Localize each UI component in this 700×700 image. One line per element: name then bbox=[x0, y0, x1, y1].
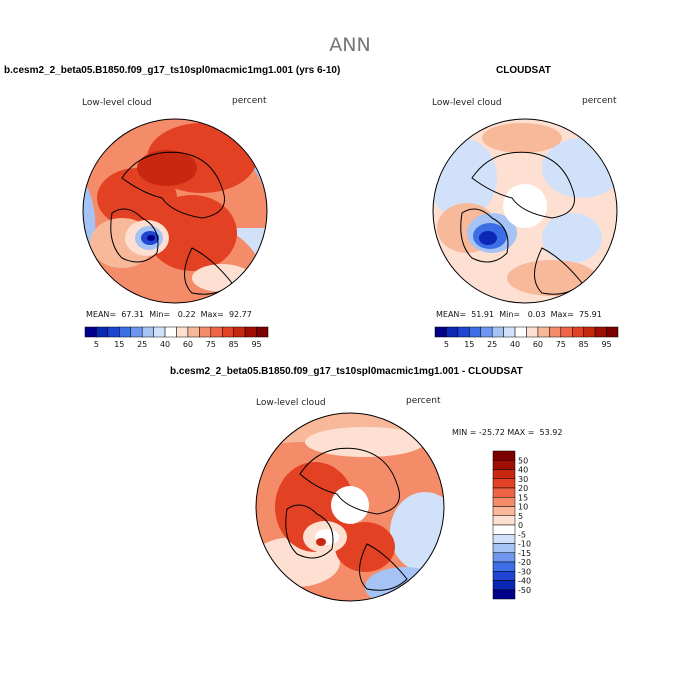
diff-colorbar-bin bbox=[492, 506, 516, 516]
obs-colorbar: 5 15 25 40 60 75 85 95 bbox=[434, 326, 619, 349]
obs-colorbar-bin bbox=[469, 326, 481, 338]
model-colorbar-tick-label: 40 bbox=[160, 340, 170, 349]
model-colorbar-bin bbox=[244, 326, 257, 338]
diff-colorbar-bin bbox=[492, 515, 516, 526]
obs-colorbar-tick-label: 85 bbox=[579, 340, 589, 349]
model-colorbar-bin bbox=[210, 326, 223, 338]
obs-colorbar-bin bbox=[480, 326, 493, 338]
obs-colorbar-bin bbox=[537, 326, 550, 338]
model-colorbar-bin bbox=[96, 326, 109, 338]
diff-variable-label: Low-level cloud bbox=[256, 398, 326, 408]
obs-colorbar-tick-label: 5 bbox=[444, 340, 449, 349]
model-stats: MEAN= 67.31 Min= 0.22 Max= 92.77 bbox=[86, 310, 252, 319]
diff-panel-title: b.cesm2_2_beta05.B1850.f09_g17_ts10spl0m… bbox=[170, 366, 523, 377]
diff-colorbar-tick-label: -20 bbox=[518, 558, 531, 567]
model-colorbar-bin bbox=[199, 326, 212, 338]
diff-colorbar-tick-label: -5 bbox=[518, 530, 526, 539]
model-colorbar-tick-label: 75 bbox=[206, 340, 216, 349]
diff-colorbar-bin bbox=[492, 524, 516, 535]
model-colorbar-bin bbox=[84, 326, 97, 338]
diff-colorbar-bin bbox=[492, 561, 516, 572]
diff-colorbar-tick-label: 10 bbox=[518, 503, 528, 512]
obs-colorbar-bin bbox=[503, 326, 516, 338]
model-colorbar-tick-label: 95 bbox=[251, 340, 261, 349]
model-colorbar-bin bbox=[119, 326, 131, 338]
diff-colorbar-tick-label: 5 bbox=[518, 512, 523, 521]
diff-colorbar-bin bbox=[492, 487, 516, 498]
obs-colorbar-tick-label: 40 bbox=[510, 340, 520, 349]
diff-colorbar-tick-label: 20 bbox=[518, 484, 528, 493]
model-colorbar-bin bbox=[222, 326, 234, 338]
obs-colorbar-bin bbox=[434, 326, 447, 338]
obs-colorbar-tick-label: 25 bbox=[487, 340, 497, 349]
diff-units-label: percent bbox=[406, 396, 441, 406]
model-colorbar-tick-label: 25 bbox=[137, 340, 147, 349]
diff-colorbar-bin bbox=[492, 543, 516, 553]
diff-colorbar-tick-label: -50 bbox=[518, 586, 531, 595]
diff-colorbar-tick-label: -10 bbox=[518, 540, 531, 549]
obs-polar-map bbox=[432, 118, 618, 304]
model-colorbar-bin bbox=[233, 326, 246, 338]
model-units-label: percent bbox=[232, 96, 267, 106]
obs-panel-title: CLOUDSAT bbox=[496, 65, 551, 76]
model-variable-label: Low-level cloud bbox=[82, 98, 152, 108]
diff-colorbar-bin bbox=[492, 534, 516, 544]
diff-colorbar-bin bbox=[492, 571, 516, 581]
diff-colorbar-bin bbox=[492, 580, 516, 590]
obs-colorbar-bin bbox=[514, 326, 527, 338]
model-colorbar-bin bbox=[256, 326, 269, 338]
model-colorbar-bin bbox=[107, 326, 120, 338]
model-colorbar-bin bbox=[130, 326, 143, 338]
obs-colorbar-tick-label: 15 bbox=[464, 340, 474, 349]
model-colorbar-bin bbox=[153, 326, 166, 338]
model-colorbar-tick-label: 60 bbox=[183, 340, 193, 349]
model-colorbar-bin bbox=[164, 326, 177, 338]
obs-colorbar-tick-label: 75 bbox=[556, 340, 566, 349]
diff-colorbar-tick-label: 0 bbox=[518, 521, 523, 530]
model-colorbar: 5 15 25 40 60 75 85 95 bbox=[84, 326, 269, 349]
diff-colorbar-tick-label: -40 bbox=[518, 577, 531, 586]
obs-colorbar-bin bbox=[560, 326, 573, 338]
model-panel-title: b.cesm2_2_beta05.B1850.f09_g17_ts10spl0m… bbox=[4, 65, 341, 76]
obs-colorbar-bin bbox=[446, 326, 459, 338]
model-polar-map bbox=[82, 118, 268, 304]
model-colorbar-bin bbox=[187, 326, 200, 338]
obs-units-label: percent bbox=[582, 96, 617, 106]
model-colorbar-tick-label: 15 bbox=[114, 340, 124, 349]
obs-colorbar-bin bbox=[491, 326, 504, 338]
diff-colorbar-bin bbox=[492, 552, 516, 563]
diff-colorbar-bin bbox=[492, 497, 516, 507]
diff-stats: MIN = -25.72 MAX = 53.92 bbox=[452, 428, 563, 437]
diff-colorbar-tick-label: 50 bbox=[518, 456, 528, 465]
diff-polar-map bbox=[255, 412, 445, 602]
model-colorbar-tick-label: 5 bbox=[94, 340, 99, 349]
diff-colorbar-tick-label: 40 bbox=[518, 466, 528, 475]
obs-colorbar-bin bbox=[594, 326, 607, 338]
obs-variable-label: Low-level cloud bbox=[432, 98, 502, 108]
model-colorbar-bin bbox=[141, 326, 154, 338]
diff-colorbar-tick-label: -30 bbox=[518, 567, 531, 576]
diff-colorbar-tick-label: 15 bbox=[518, 493, 528, 502]
obs-colorbar-bin bbox=[583, 326, 596, 338]
obs-colorbar-bin bbox=[549, 326, 562, 338]
model-colorbar-tick-label: 85 bbox=[229, 340, 239, 349]
obs-colorbar-tick-label: 60 bbox=[533, 340, 543, 349]
obs-colorbar-bin bbox=[457, 326, 470, 338]
diff-colorbar-tick-label: -15 bbox=[518, 549, 531, 558]
obs-colorbar-bin bbox=[526, 326, 539, 338]
diff-colorbar-bin bbox=[492, 469, 516, 479]
diff-colorbar-bin bbox=[492, 450, 516, 461]
obs-colorbar-bin bbox=[606, 326, 619, 338]
diff-colorbar-bin bbox=[492, 478, 516, 489]
obs-colorbar-tick-label: 95 bbox=[601, 340, 611, 349]
diff-colorbar-bin bbox=[492, 460, 516, 470]
obs-colorbar-bin bbox=[572, 326, 584, 338]
figure-title: ANN bbox=[329, 34, 371, 56]
model-colorbar-bin bbox=[176, 326, 189, 338]
obs-stats: MEAN= 51.91 Min= 0.03 Max= 75.91 bbox=[436, 310, 602, 319]
diff-colorbar-tick-label: 30 bbox=[518, 475, 528, 484]
diff-colorbar-bin bbox=[492, 589, 516, 600]
